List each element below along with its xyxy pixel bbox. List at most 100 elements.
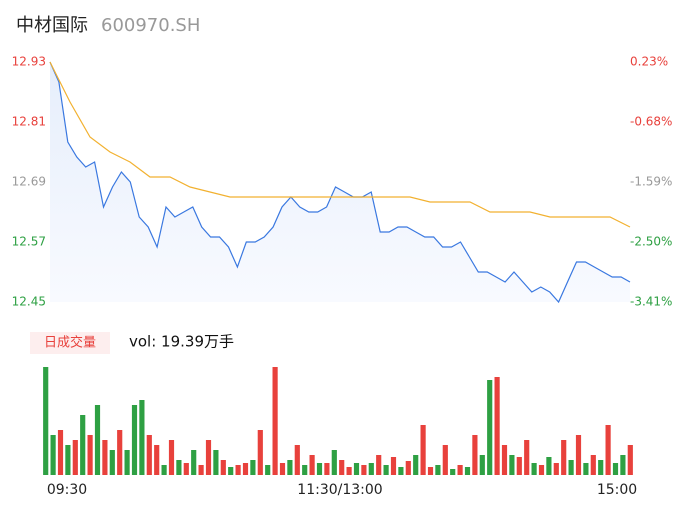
volume-bar — [294, 445, 300, 475]
volume-bar — [583, 463, 589, 475]
price-area — [50, 62, 630, 302]
y2-tick-label: -3.41% — [630, 295, 672, 309]
y-tick-label: 12.57 — [12, 235, 46, 249]
volume-bar — [250, 460, 256, 475]
volume-bar — [102, 440, 108, 475]
y-tick-label: 12.69 — [12, 175, 46, 189]
volume-bar — [87, 435, 93, 475]
volume-bar — [383, 465, 389, 475]
volume-bar — [131, 405, 138, 475]
y2-tick-label: -0.68% — [630, 115, 672, 129]
volume-bar — [361, 465, 367, 475]
volume-bar — [487, 380, 493, 475]
y-tick-label: 12.93 — [12, 55, 46, 69]
volume-tag-label: 日成交量 — [44, 335, 96, 351]
volume-bar — [561, 440, 567, 475]
price-line — [49, 61, 631, 304]
volume-bar — [154, 445, 160, 475]
volume-bar — [546, 457, 552, 475]
volume-bar — [413, 455, 419, 475]
volume-bar — [368, 463, 374, 475]
volume-bar — [346, 467, 352, 475]
volume-total: vol: 19.39万手 — [129, 333, 234, 351]
volume-bar — [598, 460, 604, 475]
volume-bar — [494, 377, 500, 475]
volume-bar — [65, 445, 71, 475]
volume-bar — [427, 467, 434, 475]
volume-bar — [228, 467, 234, 475]
stock-code: 600970.SH — [101, 15, 200, 36]
volume-bar — [405, 461, 411, 475]
volume-bar — [605, 425, 611, 475]
volume-bar — [538, 465, 545, 475]
volume-bar — [220, 460, 226, 475]
volume-bar — [457, 465, 463, 475]
volume-bar — [524, 440, 530, 475]
volume-bar — [509, 455, 515, 475]
volume-bar — [198, 465, 204, 475]
volume-bar — [235, 465, 241, 475]
volume-bar — [161, 465, 167, 475]
volume-bar — [213, 450, 219, 475]
volume-bar — [72, 440, 78, 475]
volume-bar — [279, 463, 286, 475]
volume-bar — [168, 440, 175, 475]
volume-bar — [80, 415, 86, 475]
x-tick-label: 15:00 — [597, 482, 637, 498]
volume-bar — [146, 435, 152, 475]
y-tick-label: 12.45 — [12, 295, 46, 309]
volume-bar — [568, 460, 574, 475]
volume-tag — [30, 332, 110, 354]
volume-bar — [376, 455, 382, 475]
volume-bar — [398, 467, 404, 475]
volume-bar — [575, 435, 582, 475]
volume-bar — [516, 457, 522, 475]
y-tick-label: 12.81 — [12, 115, 46, 129]
volume-bar — [316, 463, 323, 475]
volume-bar — [339, 460, 345, 475]
volume-bar — [287, 460, 293, 475]
volume-bar — [242, 463, 249, 475]
volume-bar — [531, 463, 537, 475]
volume-bar — [257, 430, 263, 475]
volume-bar — [50, 435, 56, 475]
volume-bar — [627, 445, 633, 475]
volume-bar — [450, 469, 456, 475]
volume-bar — [57, 430, 64, 475]
volume-bar — [353, 463, 360, 475]
volume-bar — [420, 425, 426, 475]
volume-bar — [176, 460, 182, 475]
volume-bar — [553, 463, 559, 475]
volume-bar — [435, 465, 441, 475]
volume-bar — [309, 455, 315, 475]
volume-bar — [109, 450, 115, 475]
average-line — [49, 61, 631, 228]
volume-bar — [205, 440, 212, 475]
y2-tick-label: 0.23% — [630, 55, 668, 69]
volume-bar — [124, 450, 130, 475]
volume-bar — [501, 445, 508, 475]
volume-bar — [191, 450, 197, 475]
volume-bar — [612, 463, 619, 475]
x-tick-label: 11:30/13:00 — [297, 482, 382, 498]
y2-tick-label: -1.59% — [630, 175, 672, 189]
volume-bar — [479, 455, 485, 475]
volume-bar — [272, 367, 278, 475]
volume-bar — [620, 455, 626, 475]
volume-bar — [464, 467, 471, 475]
volume-bar — [390, 457, 397, 475]
volume-bar — [331, 450, 337, 475]
y2-tick-label: -2.50% — [630, 235, 672, 249]
volume-bar — [324, 463, 330, 475]
volume-bar — [117, 430, 123, 475]
volume-bar — [472, 435, 478, 475]
volume-bar — [265, 465, 271, 475]
volume-bar — [139, 400, 145, 475]
volume-bar — [94, 405, 101, 475]
volume-bar — [43, 367, 49, 475]
x-tick-label: 09:30 — [47, 482, 87, 498]
volume-bar — [590, 455, 596, 475]
volume-bar — [302, 465, 308, 475]
